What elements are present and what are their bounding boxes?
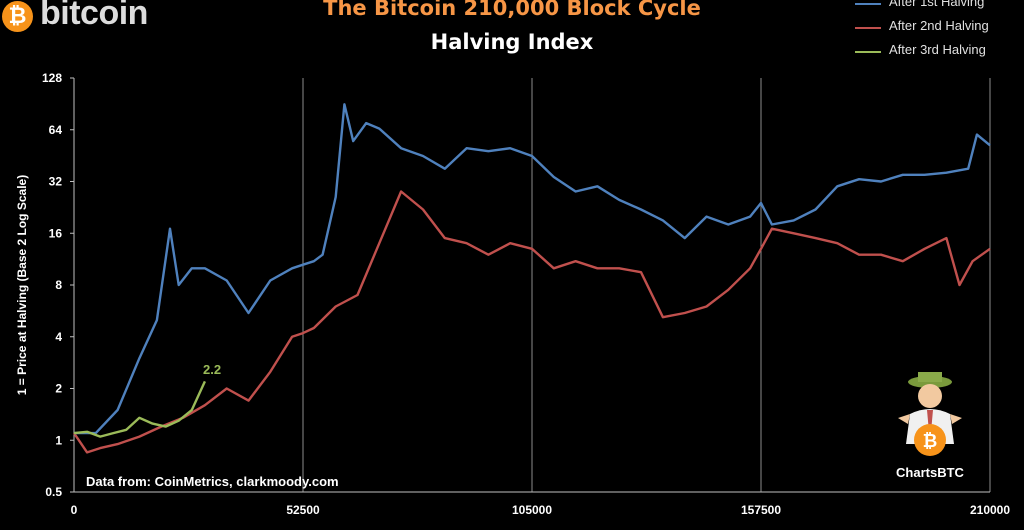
x-tick-label: 105000 [512,503,552,517]
legend-item-2nd-halving: After 2nd Halving [855,16,1024,40]
legend-swatch-1st [855,3,881,5]
y-tick-label: 128 [42,71,62,85]
y-tick-label: 8 [55,278,62,292]
x-tick-label: 210000 [970,503,1010,517]
y-tick-label: 32 [49,175,63,189]
legend-label-1st: After 1st Halving [889,0,985,9]
bitcoin-logo: ₿ bitcoin [0,0,200,36]
legend-item-1st-halving: After 1st Halving [855,0,1024,16]
x-tick-label: 0 [71,503,78,517]
badge-label: ChartsBTC [896,465,964,480]
chartsbtc-badge: ₿ ChartsBTC [884,368,976,480]
y-tick-label: 2 [55,382,62,396]
chart-subtitle: Halving Index [430,30,594,54]
y-axis-label: 1 = Price at Halving (Base 2 Log Scale) [15,175,29,395]
chart-title: The Bitcoin 210,000 Block Cycle [323,0,701,20]
x-tick-label: 52500 [286,503,320,517]
legend-swatch-2nd [855,27,881,29]
legend-label-2nd: After 2nd Halving [889,18,989,33]
series-line-2 [73,190,991,454]
legend-label-3rd: After 3rd Halving [889,42,986,57]
y-tick-label: 1 [55,433,62,447]
legend: After 1st Halving After 2nd Halving Afte… [855,0,1024,64]
data-source-note: Data from: CoinMetrics, clarkmoody.com [86,474,339,489]
legend-swatch-3rd [855,51,881,53]
bitcoin-coin-icon: ₿ [2,1,33,32]
mascot-icon: ₿ [898,372,962,456]
svg-text:₿: ₿ [923,431,938,452]
y-tick-label: 4 [55,330,62,344]
y-tick-label: 64 [49,123,63,137]
y-tick-label: 0.5 [45,485,62,499]
legend-item-3rd-halving: After 3rd Halving [855,40,1024,64]
bitcoin-wordmark: bitcoin [40,0,148,32]
series-line-3 [73,380,206,438]
annotation-2-2: 2.2 [203,362,222,377]
y-tick-label: 16 [49,226,63,240]
x-tick-label: 157500 [741,503,781,517]
series-line-1 [74,103,991,435]
